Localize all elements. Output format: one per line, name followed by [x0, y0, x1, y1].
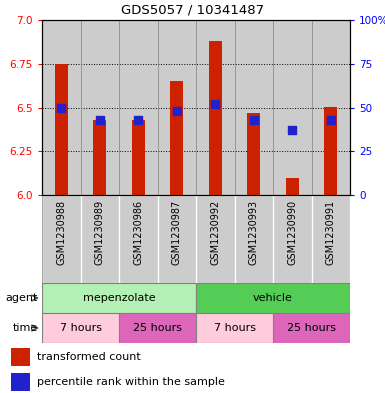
Bar [132, 120, 145, 195]
Text: 7 hours: 7 hours [60, 323, 102, 333]
Bar [42, 283, 196, 313]
Text: 7 hours: 7 hours [214, 323, 256, 333]
Bar [247, 113, 261, 195]
Bar [234, 195, 273, 283]
Bar [157, 20, 196, 195]
Bar [234, 20, 273, 195]
Text: GSM1230987: GSM1230987 [172, 199, 182, 264]
Point [174, 108, 180, 114]
Bar [119, 195, 157, 283]
Bar [196, 283, 350, 313]
Bar [119, 313, 196, 343]
Bar [80, 20, 119, 195]
Bar [170, 81, 184, 195]
Text: mepenzolate: mepenzolate [83, 293, 155, 303]
Text: GSM1230990: GSM1230990 [287, 199, 297, 264]
Text: GDS5057 / 10341487: GDS5057 / 10341487 [121, 4, 264, 17]
Point [97, 117, 103, 123]
Bar [42, 313, 119, 343]
Text: time: time [13, 323, 38, 333]
Text: percentile rank within the sample: percentile rank within the sample [37, 377, 225, 387]
Text: GSM1230991: GSM1230991 [326, 199, 336, 264]
Text: GSM1230992: GSM1230992 [210, 199, 220, 264]
Bar [196, 195, 234, 283]
Bar [42, 20, 80, 195]
Bar [311, 20, 350, 195]
Bar [12, 348, 30, 365]
Bar [12, 373, 30, 391]
Text: 25 hours: 25 hours [287, 323, 336, 333]
Bar [93, 120, 107, 195]
Text: transformed count: transformed count [37, 352, 141, 362]
Bar [324, 108, 338, 195]
Point [58, 105, 64, 111]
Bar [42, 195, 80, 283]
Bar [55, 64, 68, 195]
Bar [286, 178, 299, 195]
Bar [273, 20, 311, 195]
Bar [273, 195, 311, 283]
Bar [209, 41, 222, 195]
Text: agent: agent [6, 293, 38, 303]
Text: GSM1230986: GSM1230986 [133, 199, 143, 264]
Bar [311, 195, 350, 283]
Bar [273, 313, 350, 343]
Point [251, 117, 257, 123]
Bar [196, 20, 234, 195]
Bar [157, 195, 196, 283]
Text: GSM1230989: GSM1230989 [95, 199, 105, 264]
Point [135, 117, 141, 123]
Text: GSM1230988: GSM1230988 [56, 199, 66, 264]
Point [328, 117, 334, 123]
Point [289, 127, 295, 133]
Text: 25 hours: 25 hours [133, 323, 182, 333]
Bar [119, 20, 157, 195]
Point [212, 101, 218, 107]
Text: vehicle: vehicle [253, 293, 293, 303]
Bar [196, 313, 273, 343]
Text: GSM1230993: GSM1230993 [249, 199, 259, 264]
Bar [80, 195, 119, 283]
